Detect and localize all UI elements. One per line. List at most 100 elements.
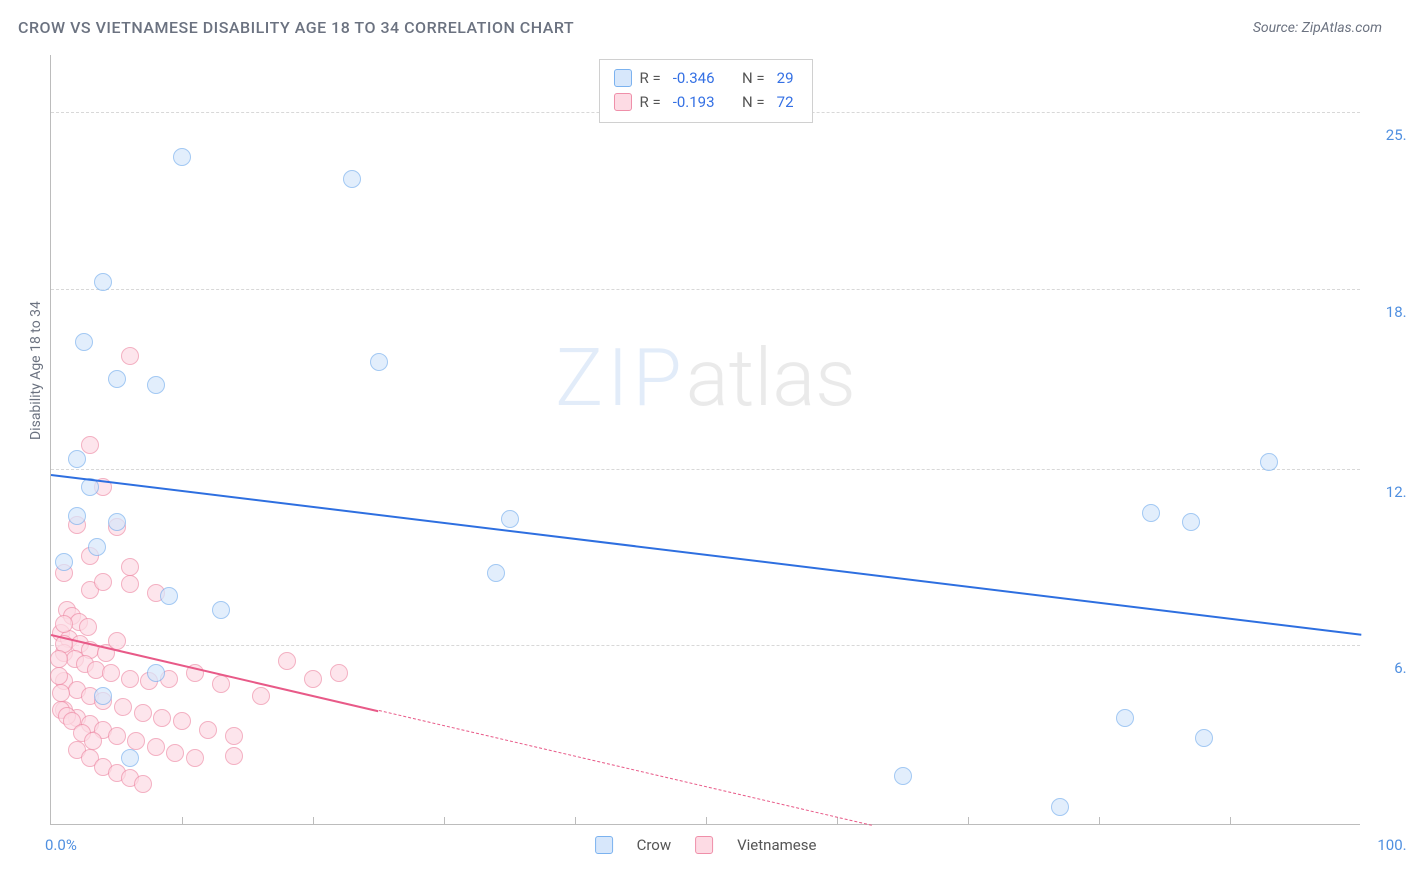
data-point [212,601,230,619]
data-point [94,273,112,291]
x-min-label: 0.0% [45,836,77,854]
gridline [51,469,1360,470]
data-point [121,558,139,576]
plot-area: ZIPatlas 6.3%12.5%18.8%25.0%0.0%100.0%R … [50,55,1360,825]
data-point [1260,453,1278,471]
data-point [225,747,243,765]
legend-r-value: -0.193 [673,90,715,114]
chart-container: CROW VS VIETNAMESE DISABILITY AGE 18 TO … [0,0,1406,892]
data-point [121,347,139,365]
legend-swatch [613,93,631,111]
data-point [186,749,204,767]
correlation-legend: R = -0.346 N = 29 R = -0.193 N = 72 [598,59,812,123]
y-tick-label: 6.3% [1394,659,1406,677]
data-point [114,698,132,716]
watermark: ZIPatlas [555,331,856,425]
legend-r-label: R = [639,66,660,90]
legend-n-label: N = [742,66,765,90]
chart-title: CROW VS VIETNAMESE DISABILITY AGE 18 TO … [18,18,574,37]
data-point [94,573,112,591]
data-point [147,376,165,394]
data-point [147,664,165,682]
data-point [894,767,912,785]
legend-r-value: -0.346 [673,66,715,90]
legend-row: R = -0.193 N = 72 [613,90,797,114]
legend-row: R = -0.346 N = 29 [613,66,797,90]
source-label: Source: ZipAtlas.com [1253,20,1382,36]
x-tick [575,817,576,825]
data-point [108,370,126,388]
x-tick [182,817,183,825]
data-point [84,732,102,750]
data-point [278,652,296,670]
watermark-part1: ZIP [555,331,685,425]
data-point [68,507,86,525]
data-point [147,738,165,756]
data-point [252,687,270,705]
data-point [304,670,322,688]
data-point [166,744,184,762]
data-point [121,575,139,593]
watermark-part2: atlas [686,331,856,425]
data-point [102,664,120,682]
data-point [212,675,230,693]
data-point [134,704,152,722]
data-point [1142,504,1160,522]
data-point [1195,729,1213,747]
data-point [173,712,191,730]
data-point [52,684,70,702]
trend-line [51,474,1361,636]
data-point [81,436,99,454]
data-point [108,727,126,745]
x-tick [444,817,445,825]
data-point [127,732,145,750]
gridline [51,289,1360,290]
legend-swatch [613,69,631,87]
data-point [343,170,361,188]
x-tick [837,817,838,825]
legend-n-value: 72 [777,90,794,114]
data-point [108,513,126,531]
x-tick [706,817,707,825]
data-point [173,148,191,166]
data-point [68,450,86,468]
data-point [79,618,97,636]
x-tick [1230,817,1231,825]
data-point [199,721,217,739]
data-point [88,538,106,556]
x-tick [968,817,969,825]
legend-n-label: N = [742,90,765,114]
data-point [1051,798,1069,816]
data-point [121,670,139,688]
legend-series-label: Vietnamese [737,836,816,854]
y-tick-label: 12.5% [1386,483,1406,501]
legend-swatch [695,836,713,854]
data-point [370,353,388,371]
data-point [55,553,73,571]
data-point [50,650,68,668]
data-point [160,587,178,605]
series-legend: Crow Vietnamese [595,836,817,854]
y-tick-label: 25.0% [1386,126,1406,144]
y-axis-title: Disability Age 18 to 34 [28,301,44,440]
data-point [121,749,139,767]
y-tick-label: 18.8% [1386,303,1406,321]
data-point [1182,513,1200,531]
gridline [51,645,1360,646]
data-point [94,687,112,705]
legend-r-label: R = [639,90,660,114]
data-point [330,664,348,682]
trend-line [378,710,871,826]
x-tick [1099,817,1100,825]
data-point [134,775,152,793]
data-point [55,615,73,633]
x-max-label: 100.0% [1377,836,1406,854]
data-point [75,333,93,351]
data-point [1116,709,1134,727]
data-point [153,709,171,727]
legend-series-label: Crow [637,836,672,854]
x-tick [313,817,314,825]
legend-n-value: 29 [777,66,794,90]
legend-swatch [595,836,613,854]
data-point [487,564,505,582]
